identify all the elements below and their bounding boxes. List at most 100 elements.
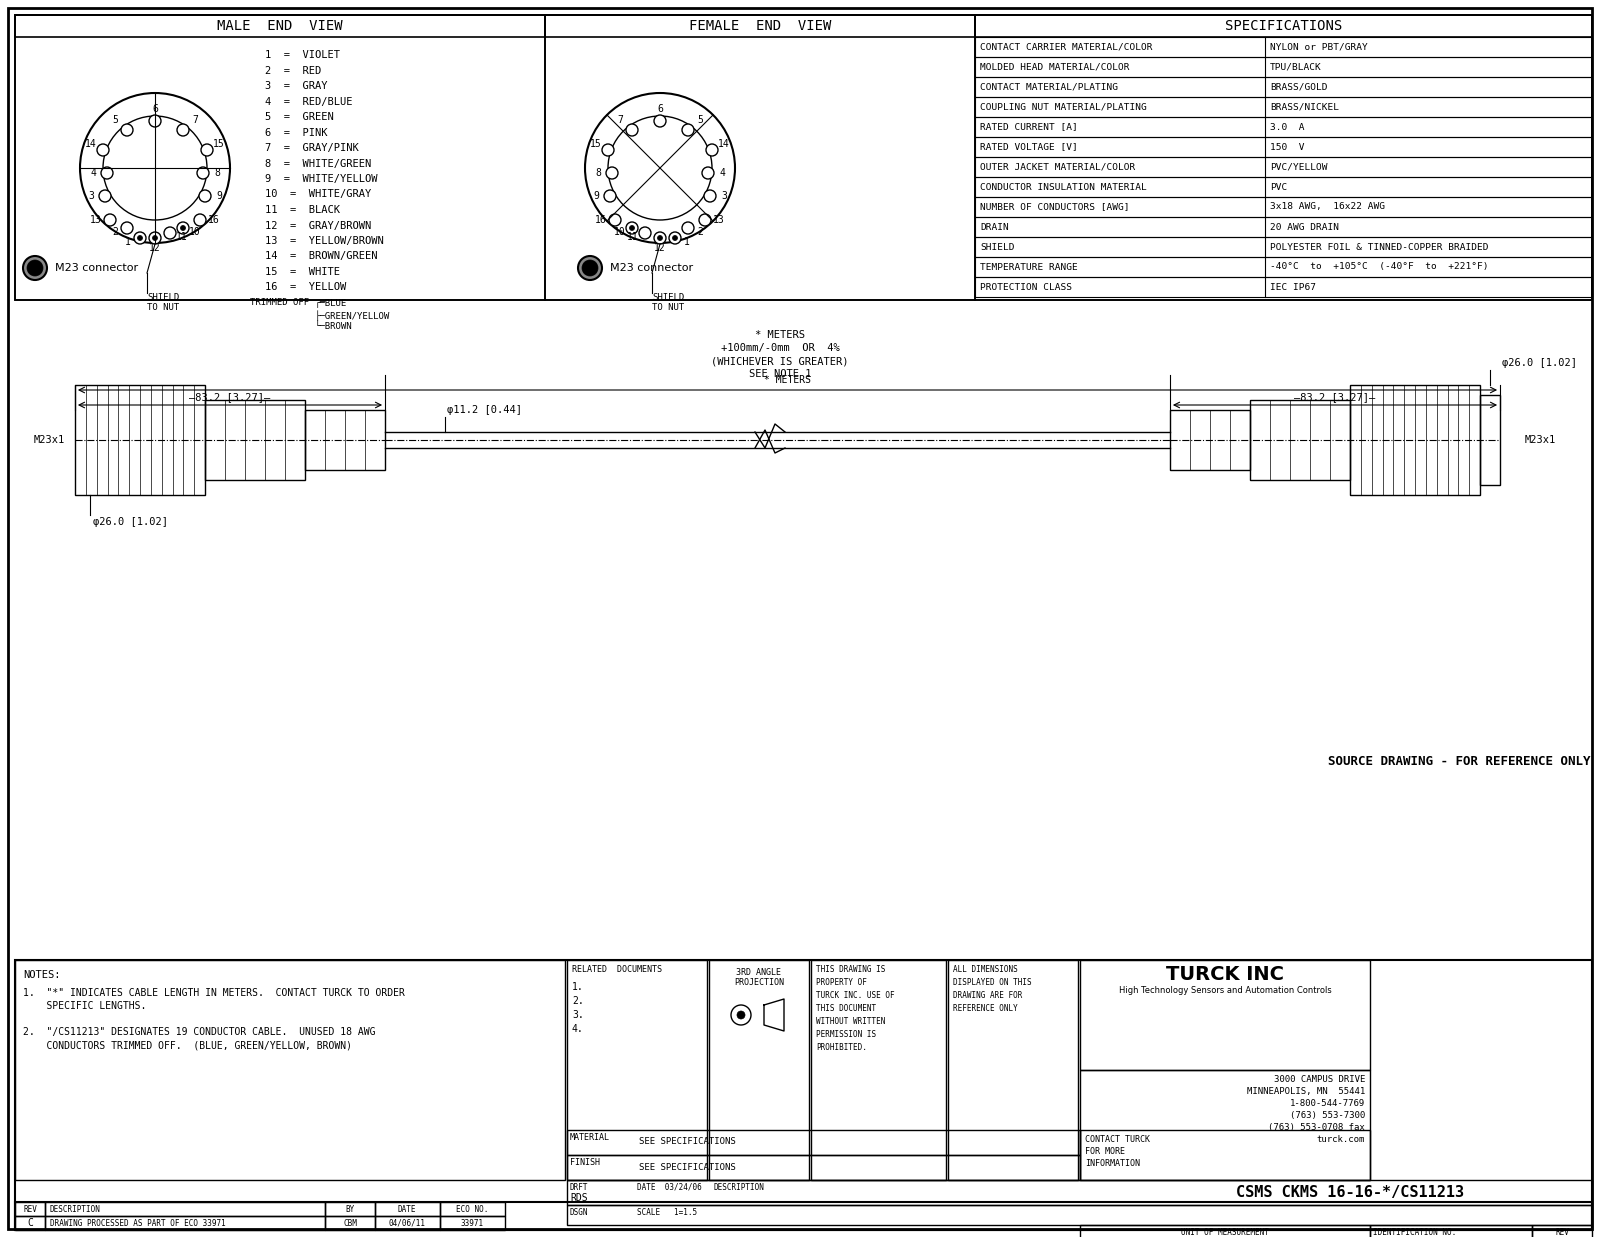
Bar <box>440 1202 506 1216</box>
Bar <box>374 1202 440 1216</box>
Bar <box>974 177 1592 197</box>
Text: 8  =  WHITE/GREEN: 8 = WHITE/GREEN <box>266 158 371 168</box>
Text: DRAWING ARE FOR: DRAWING ARE FOR <box>954 991 1022 999</box>
Bar <box>1250 400 1350 480</box>
Text: TEMPERATURE RANGE: TEMPERATURE RANGE <box>979 262 1078 271</box>
Text: CBM: CBM <box>342 1218 357 1227</box>
Text: 5: 5 <box>112 115 118 125</box>
Text: 6  =  PINK: 6 = PINK <box>266 127 328 137</box>
Text: 10: 10 <box>614 228 626 238</box>
Text: 4: 4 <box>718 168 725 178</box>
Text: DATE: DATE <box>398 1205 416 1213</box>
Text: DRAWING PROCESSED AS PART OF ECO 33971: DRAWING PROCESSED AS PART OF ECO 33971 <box>50 1218 226 1227</box>
Text: SEE SPECIFICATIONS: SEE SPECIFICATIONS <box>638 1163 736 1171</box>
Bar <box>974 15 1592 301</box>
Text: 16: 16 <box>208 215 219 225</box>
Text: DRAIN: DRAIN <box>979 223 1008 231</box>
Circle shape <box>149 115 162 127</box>
Text: 8: 8 <box>595 168 602 178</box>
Circle shape <box>654 233 666 244</box>
Text: * METERS: * METERS <box>755 330 805 340</box>
Text: DSGN: DSGN <box>570 1209 589 1217</box>
Bar <box>974 277 1592 297</box>
Circle shape <box>122 124 133 136</box>
Text: * METERS: * METERS <box>765 375 811 385</box>
Circle shape <box>629 225 635 230</box>
Text: TRIMMED OFF  ─: TRIMMED OFF ─ <box>250 298 325 307</box>
Text: IDENTIFICATION NO.: IDENTIFICATION NO. <box>1373 1228 1456 1237</box>
Circle shape <box>149 233 162 244</box>
Bar <box>566 1205 1592 1225</box>
Bar <box>14 15 546 37</box>
Bar <box>45 1202 325 1216</box>
Text: +100mm/-0mm  OR  4%: +100mm/-0mm OR 4% <box>720 343 840 353</box>
Text: 4: 4 <box>90 168 96 178</box>
Text: —83.2 [3.27]—: —83.2 [3.27]— <box>1294 392 1376 402</box>
Circle shape <box>658 235 662 240</box>
Text: -40°C  to  +105°C  (-40°F  to  +221°F): -40°C to +105°C (-40°F to +221°F) <box>1270 262 1488 271</box>
Text: φ26.0 [1.02]: φ26.0 [1.02] <box>93 517 168 527</box>
Text: 10: 10 <box>189 228 202 238</box>
Circle shape <box>682 221 694 234</box>
Circle shape <box>654 115 666 127</box>
Text: 33971: 33971 <box>461 1218 483 1227</box>
Text: 15  =  WHITE: 15 = WHITE <box>266 267 339 277</box>
Text: TURCK INC. USE OF: TURCK INC. USE OF <box>816 991 894 999</box>
Text: ECO NO.: ECO NO. <box>456 1205 488 1213</box>
Text: THIS DOCUMENT: THIS DOCUMENT <box>816 1004 877 1013</box>
Text: turck.com: turck.com <box>1317 1136 1365 1144</box>
Circle shape <box>178 221 189 234</box>
Text: PROHIBITED.: PROHIBITED. <box>816 1043 867 1051</box>
Text: 13  =  YELLOW/BROWN: 13 = YELLOW/BROWN <box>266 236 384 246</box>
Bar <box>14 1202 45 1216</box>
Bar <box>205 400 306 480</box>
Text: PROPERTY OF: PROPERTY OF <box>816 978 867 987</box>
Text: ├─GREEN/YELLOW: ├─GREEN/YELLOW <box>315 310 390 320</box>
Bar <box>1170 409 1250 470</box>
Text: 3  =  GRAY: 3 = GRAY <box>266 80 328 92</box>
Text: THIS DRAWING IS: THIS DRAWING IS <box>816 965 885 974</box>
Text: 11  =  BLACK: 11 = BLACK <box>266 205 339 215</box>
Circle shape <box>178 124 189 136</box>
Circle shape <box>138 235 142 240</box>
Text: CONDUCTORS TRIMMED OFF.  (BLUE, GREEN/YELLOW, BROWN): CONDUCTORS TRIMMED OFF. (BLUE, GREEN/YEL… <box>22 1040 352 1050</box>
Text: TPU/BLACK: TPU/BLACK <box>1270 63 1322 72</box>
Text: SEE SPECIFICATIONS: SEE SPECIFICATIONS <box>638 1138 736 1147</box>
Text: SHIELD
TO NUT: SHIELD TO NUT <box>147 293 179 313</box>
Bar <box>325 1202 374 1216</box>
Text: PROTECTION CLASS: PROTECTION CLASS <box>979 282 1072 292</box>
Text: FOR MORE: FOR MORE <box>1085 1147 1125 1157</box>
Circle shape <box>602 143 614 156</box>
Text: RELATED  DOCUMENTS: RELATED DOCUMENTS <box>573 965 662 974</box>
Text: PVC/YELLOW: PVC/YELLOW <box>1270 162 1328 172</box>
Circle shape <box>672 235 677 240</box>
Text: 1.  "*" INDICATES CABLE LENGTH IN METERS.  CONTACT TURCK TO ORDER: 1. "*" INDICATES CABLE LENGTH IN METERS.… <box>22 988 405 998</box>
Circle shape <box>702 167 714 179</box>
Bar <box>1080 1070 1370 1180</box>
Text: 5: 5 <box>698 115 702 125</box>
Text: MALE  END  VIEW: MALE END VIEW <box>218 19 342 33</box>
Text: 3: 3 <box>722 190 726 200</box>
Bar <box>947 960 1078 1180</box>
Bar <box>45 1216 325 1230</box>
Circle shape <box>165 228 176 239</box>
Text: 14: 14 <box>718 139 730 148</box>
Text: NUMBER OF CONDUCTORS [AWG]: NUMBER OF CONDUCTORS [AWG] <box>979 203 1130 212</box>
Bar <box>75 385 205 495</box>
Text: BY: BY <box>346 1205 355 1213</box>
Text: SOURCE DRAWING - FOR REFERENCE ONLY: SOURCE DRAWING - FOR REFERENCE ONLY <box>1328 755 1590 768</box>
Text: SCALE   1=1.5: SCALE 1=1.5 <box>637 1209 698 1217</box>
Text: ALL DIMENSIONS: ALL DIMENSIONS <box>954 965 1018 974</box>
Text: 3000 CAMPUS DRIVE: 3000 CAMPUS DRIVE <box>1274 1075 1365 1084</box>
Text: MOLDED HEAD MATERIAL/COLOR: MOLDED HEAD MATERIAL/COLOR <box>979 63 1130 72</box>
Text: 15: 15 <box>590 139 602 148</box>
Bar <box>1533 1225 1592 1237</box>
Text: └─BROWN: └─BROWN <box>315 322 352 332</box>
Bar <box>974 118 1592 137</box>
Bar <box>974 37 1592 57</box>
Bar <box>974 137 1592 157</box>
Text: INFORMATION: INFORMATION <box>1085 1159 1139 1168</box>
Text: (763) 553-0708 fax: (763) 553-0708 fax <box>1269 1123 1365 1132</box>
Circle shape <box>198 190 211 202</box>
Circle shape <box>704 190 717 202</box>
